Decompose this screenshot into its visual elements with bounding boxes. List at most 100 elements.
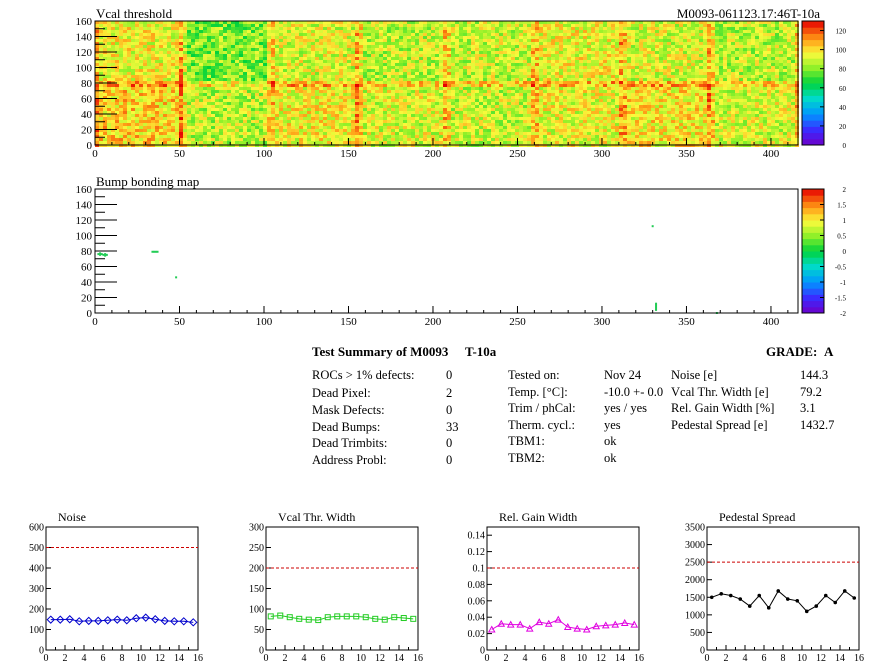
heatmap-cell — [283, 39, 287, 42]
heatmap-cell — [491, 21, 495, 24]
heatmap-cell — [555, 120, 559, 123]
heatmap-cell — [99, 111, 103, 114]
heatmap-cell — [275, 24, 279, 27]
heatmap-cell — [359, 48, 363, 51]
heatmap-cell — [531, 66, 535, 69]
heatmap-cell — [487, 63, 491, 66]
heatmap-cell — [391, 45, 395, 48]
heatmap-cell — [187, 75, 191, 78]
heatmap-cell — [155, 129, 159, 132]
heatmap-cell — [123, 75, 127, 78]
heatmap-cell — [391, 72, 395, 75]
heatmap-cell — [103, 90, 107, 93]
heatmap-cell — [247, 90, 251, 93]
heatmap-cell — [135, 129, 139, 132]
heatmap-cell — [251, 81, 255, 84]
heatmap-cell — [251, 30, 255, 33]
heatmap-cell — [427, 21, 431, 24]
heatmap-cell — [335, 108, 339, 111]
heatmap-cell — [423, 93, 427, 96]
heatmap-cell — [131, 78, 135, 81]
heatmap-cell — [183, 42, 187, 45]
heatmap-cell — [355, 138, 359, 141]
heatmap-cell — [183, 30, 187, 33]
heatmap-cell — [491, 63, 495, 66]
heatmap-cell — [203, 120, 207, 123]
heatmap-cell — [155, 99, 159, 102]
heatmap-cell — [179, 54, 183, 57]
heatmap-cell — [147, 66, 151, 69]
heatmap-cell — [391, 111, 395, 114]
heatmap-cell — [395, 96, 399, 99]
heatmap-cell — [479, 90, 483, 93]
heatmap-cell — [107, 72, 111, 75]
heatmap-cell — [527, 48, 531, 51]
heatmap-cell — [335, 90, 339, 93]
heatmap-cell — [315, 123, 319, 126]
heatmap-cell — [119, 141, 123, 144]
heatmap-cell — [191, 90, 195, 93]
heatmap-cell — [335, 72, 339, 75]
heatmap-cell — [107, 126, 111, 129]
heatmap-cell — [263, 78, 267, 81]
heatmap-cell — [451, 105, 455, 108]
heatmap-cell — [563, 63, 567, 66]
heatmap-cell — [323, 48, 327, 51]
heatmap-cell — [435, 141, 439, 144]
heatmap-cell — [311, 27, 315, 30]
heatmap-cell — [279, 39, 283, 42]
heatmap-cell — [395, 120, 399, 123]
heatmap-cell — [359, 117, 363, 120]
heatmap-cell — [427, 111, 431, 114]
heatmap-cell — [307, 33, 311, 36]
heatmap-cell — [415, 51, 419, 54]
heatmap-cell — [183, 69, 187, 72]
heatmap-cell — [259, 132, 263, 135]
heatmap-cell — [339, 87, 343, 90]
heatmap-cell — [123, 129, 127, 132]
heatmap-cell — [143, 120, 147, 123]
heatmap-cell — [127, 99, 131, 102]
heatmap-cell — [519, 132, 523, 135]
heatmap-cell — [495, 90, 499, 93]
heatmap-cell — [255, 39, 259, 42]
heatmap-cell — [135, 138, 139, 141]
heatmap-cell — [167, 36, 171, 39]
heatmap-cell — [311, 117, 315, 120]
heatmap-cell — [559, 123, 563, 126]
heatmap-cell — [291, 72, 295, 75]
heatmap-cell — [103, 102, 107, 105]
heatmap-cell — [479, 120, 483, 123]
heatmap-cell — [95, 84, 99, 87]
heatmap-cell — [119, 120, 123, 123]
heatmap-cell — [211, 117, 215, 120]
heatmap-cell — [271, 117, 275, 120]
heatmap-cell — [363, 129, 367, 132]
heatmap-cell — [179, 120, 183, 123]
heatmap-cell — [459, 123, 463, 126]
heatmap-cell — [427, 51, 431, 54]
heatmap-cell — [151, 96, 155, 99]
heatmap-cell — [235, 102, 239, 105]
heatmap-cell — [139, 24, 143, 27]
heatmap-cell — [287, 39, 291, 42]
heatmap-cell — [339, 60, 343, 63]
heatmap-cell — [103, 33, 107, 36]
heatmap-cell — [207, 66, 211, 69]
heatmap-cell — [559, 117, 563, 120]
heatmap-cell — [551, 36, 555, 39]
heatmap-cell — [511, 108, 515, 111]
heatmap-cell — [243, 39, 247, 42]
heatmap-cell — [503, 72, 507, 75]
heatmap-cell — [535, 39, 539, 42]
heatmap-cell — [323, 66, 327, 69]
heatmap-cell — [147, 81, 151, 84]
heatmap-cell — [203, 87, 207, 90]
heatmap-cell — [443, 93, 447, 96]
heatmap-cell — [435, 117, 439, 120]
heatmap-cell — [355, 69, 359, 72]
heatmap-cell — [207, 39, 211, 42]
heatmap-cell — [379, 114, 383, 117]
heatmap-cell — [271, 33, 275, 36]
heatmap-cell — [319, 30, 323, 33]
